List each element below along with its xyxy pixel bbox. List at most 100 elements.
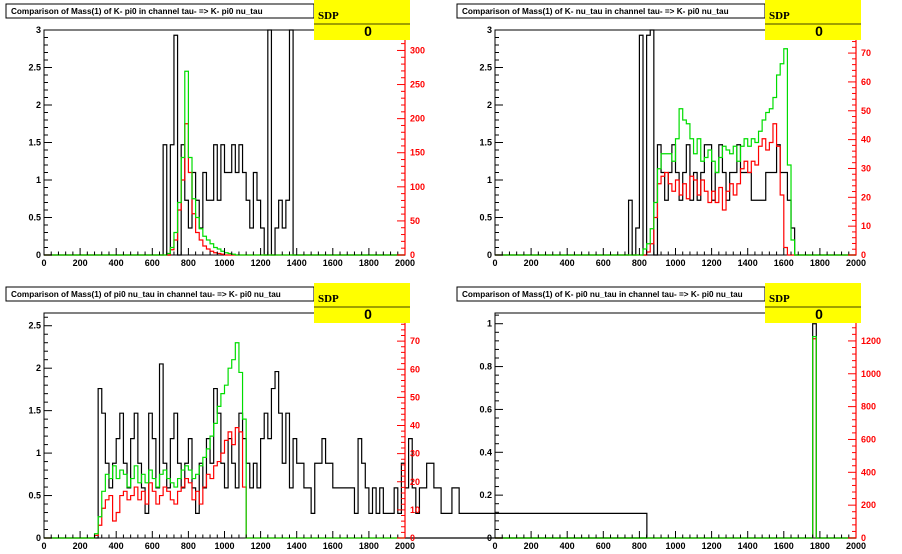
stats-value: 0: [815, 306, 823, 322]
y-left-tick-label: 0.8: [479, 362, 492, 372]
y-right-tick-label: 40: [410, 421, 420, 431]
x-tick-label: 0: [41, 541, 46, 551]
stats-label: SDP: [769, 293, 790, 305]
series-black-line: [495, 323, 856, 539]
y-right-tick-label: 0: [410, 250, 415, 260]
stats-box: [765, 0, 861, 40]
plot-frame: [43, 29, 406, 256]
y-right-tick-label: 50: [861, 106, 871, 116]
series-black-line: [495, 29, 856, 256]
y-left-tick-label: 3: [36, 25, 41, 35]
y-right-tick-label: 1200: [861, 336, 881, 346]
stats-label: SDP: [318, 10, 339, 22]
x-tick-label: 2000: [846, 258, 866, 268]
y-right-tick-label: 40: [861, 135, 871, 145]
x-tick-label: 600: [145, 541, 160, 551]
y-right-tick-label: 30: [861, 163, 871, 173]
y-left-tick-label: 0.6: [479, 404, 492, 414]
x-tick-label: 1000: [214, 258, 234, 268]
y-right-tick-label: 400: [861, 467, 876, 477]
y-right-tick-label: 60: [410, 364, 420, 374]
y-right-tick-label: 10: [861, 221, 871, 231]
y-left-tick-label: 3: [487, 25, 492, 35]
y-right-tick-label: 10: [410, 505, 420, 515]
stats-box: [765, 283, 861, 323]
y-right-tick-label: 60: [861, 77, 871, 87]
y-right-tick-label: 300: [410, 45, 425, 55]
y-left-tick-label: 0.5: [479, 213, 492, 223]
y-left-tick-label: 2.5: [479, 63, 492, 73]
y-left-tick-label: 2.5: [28, 321, 41, 331]
stats-label: SDP: [769, 10, 790, 22]
series-red-line: [44, 427, 405, 539]
y-right-tick-label: 600: [861, 434, 876, 444]
series-green-line: [44, 70, 405, 256]
series-green-line: [44, 342, 405, 539]
y-left-tick-label: 1: [36, 448, 41, 458]
y-right-tick-label: 250: [410, 80, 425, 90]
x-tick-label: 1000: [665, 541, 685, 551]
stats-box: [314, 283, 410, 323]
x-tick-label: 400: [109, 541, 124, 551]
series-green-line: [495, 335, 856, 539]
y-left-tick-label: 1.5: [28, 406, 41, 416]
series-red-line: [495, 338, 856, 539]
plot-title: Comparison of Mass(1) of K- nu_tau in ch…: [462, 7, 729, 16]
x-tick-label: 2000: [395, 258, 415, 268]
x-tick-label: 1600: [774, 258, 794, 268]
x-tick-label: 1400: [738, 258, 758, 268]
x-tick-label: 600: [596, 541, 611, 551]
x-tick-label: 200: [73, 541, 88, 551]
x-tick-label: 600: [145, 258, 160, 268]
x-tick-label: 1400: [287, 541, 307, 551]
x-tick-label: 1800: [810, 258, 830, 268]
x-tick-label: 800: [632, 258, 647, 268]
x-tick-label: 2000: [395, 541, 415, 551]
y-left-tick-label: 2.5: [28, 63, 41, 73]
y-left-tick-label: 1: [487, 319, 492, 329]
y-right-tick-label: 70: [410, 336, 420, 346]
y-right-tick-label: 150: [410, 148, 425, 158]
series-black-line: [44, 363, 648, 539]
y-right-tick-label: 70: [861, 48, 871, 58]
y-left-tick-label: 2: [36, 100, 41, 110]
x-tick-label: 1800: [810, 541, 830, 551]
y-right-tick-label: 50: [410, 392, 420, 402]
y-left-tick-label: 0.4: [479, 447, 492, 457]
x-tick-label: 400: [109, 258, 124, 268]
y-left-tick-label: 0.5: [28, 491, 41, 501]
x-tick-label: 2000: [846, 541, 866, 551]
y-left-tick-label: 2: [36, 363, 41, 373]
histogram-panel-2: 0 200 400 600 800 1000 1200 1400 1600 1800 200000.…: [456, 0, 871, 268]
y-left-tick-label: 1: [487, 175, 492, 185]
x-tick-label: 1200: [251, 541, 271, 551]
plot-title: Comparison of Mass(1) of K- pi0 nu_tau i…: [462, 290, 743, 299]
y-right-tick-label: 200: [410, 114, 425, 124]
x-tick-label: 800: [181, 541, 196, 551]
x-tick-label: 200: [524, 541, 539, 551]
stats-value: 0: [815, 23, 823, 39]
histogram-panel-1: 0 200 400 600 800 1000 1200 1400 1600 1800 200000.…: [5, 0, 425, 268]
plot-title: Comparison of Mass(1) of K- pi0 in chann…: [11, 7, 263, 16]
x-tick-label: 800: [632, 541, 647, 551]
series-red-line: [495, 123, 856, 256]
y-right-tick-label: 0: [861, 250, 866, 260]
y-right-tick-label: 20: [410, 477, 420, 487]
y-left-tick-label: 0: [487, 250, 492, 260]
x-tick-label: 800: [181, 258, 196, 268]
x-tick-label: 1200: [702, 258, 722, 268]
y-left-tick-label: 0: [487, 533, 492, 543]
plot-frame: [494, 312, 857, 539]
x-tick-label: 0: [41, 258, 46, 268]
stats-value: 0: [364, 23, 372, 39]
y-left-tick-label: 0.2: [479, 490, 492, 500]
y-right-tick-label: 100: [410, 182, 425, 192]
y-right-tick-label: 800: [861, 402, 876, 412]
x-tick-label: 1600: [774, 541, 794, 551]
y-right-tick-label: 30: [410, 449, 420, 459]
stats-label: SDP: [318, 293, 339, 305]
x-tick-label: 1400: [738, 541, 758, 551]
y-right-tick-label: 0: [410, 533, 415, 543]
x-tick-label: 400: [560, 541, 575, 551]
